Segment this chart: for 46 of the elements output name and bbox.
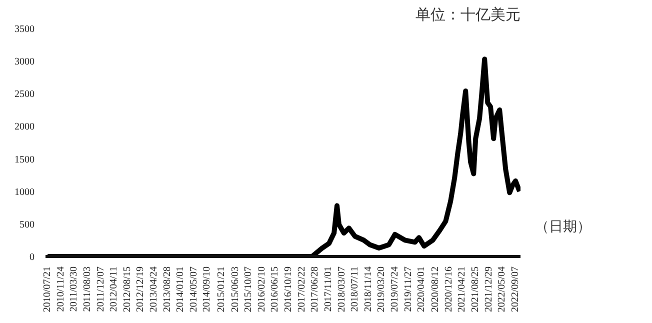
x-tick-label: 2019/07/24 [389,266,400,312]
y-tick-label: 3000 [14,56,34,68]
x-tick-label: 2011/08/03 [82,266,94,312]
x-tick-label: 2010/07/21 [42,266,54,312]
y-tick-label: 3500 [14,24,34,35]
x-tick-label: 2020/08/12 [430,266,442,312]
x-tick-label: 2017/11/01 [322,266,334,312]
x-tick-label: 2016/10/19 [283,266,294,312]
x-tick-label: 2018/11/14 [362,266,374,312]
x-axis-title: （日期） [535,218,591,237]
x-tick-label: 2019/11/27 [402,266,414,312]
x-tick-label: 2021/08/25 [470,266,482,312]
x-tick-label: 2021/12/29 [483,266,494,312]
x-tick-label: 2022/09/07 [510,266,521,312]
x-tick-label: 2014/09/10 [202,266,213,312]
x-tick-label: 2010/11/24 [55,266,66,312]
x-tick-label: 2011/12/07 [95,266,106,312]
y-tick-label: 0 [30,252,34,263]
x-tick-label: 2011/03/30 [68,266,80,312]
x-tick-label: 2016/06/15 [270,266,281,312]
x-tick-label: 2012/12/19 [135,266,146,312]
x-tick-label: 2014/01/01 [175,266,186,312]
x-tick-label: 2021/04/21 [456,266,468,312]
x-tick-label: 2015/10/07 [243,266,254,312]
x-tick-label: 2013/04/24 [148,266,160,312]
x-tick-label: 2015/06/03 [230,266,241,312]
x-tick-label: 2013/08/28 [162,266,173,312]
y-tick-label: 2500 [14,89,34,100]
x-tick-label: 2020/04/01 [416,266,428,312]
x-tick-label: 2014/05/07 [188,266,200,312]
x-tick-label: 2018/07/11 [350,266,361,312]
x-tick-label: 2017/06/28 [310,266,321,312]
x-tick-label: 2012/08/15 [122,266,133,312]
x-tick-label: 2016/02/10 [256,266,268,312]
x-tick-label: 2022/05/04 [496,266,508,312]
y-tick-label: 1500 [14,154,34,166]
text: 单位：十亿美元 [416,6,520,24]
x-tick-label: 2018/03/07 [336,266,348,312]
x-tick-label: 2019/03/20 [376,266,388,312]
y-tick-label: 1000 [14,186,34,198]
x-tick-label: 2017/02/22 [296,266,308,312]
y-tick-label: 500 [20,219,34,230]
x-tick-label: 2015/01/21 [216,266,227,312]
y-tick-label: 2000 [14,122,34,133]
x-tick-label: 2012/04/11 [108,266,120,312]
x-tick-label: 2020/12/16 [443,266,454,312]
